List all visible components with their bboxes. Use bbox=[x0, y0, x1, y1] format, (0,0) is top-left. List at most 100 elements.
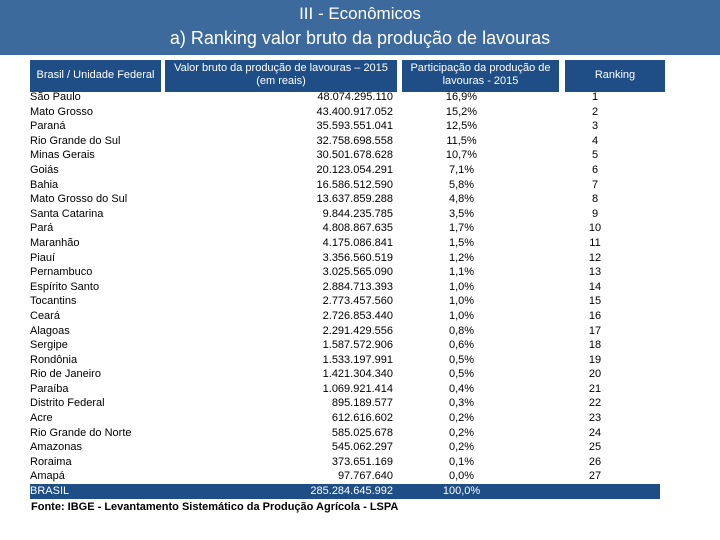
production-value: 1.069.921.414 bbox=[322, 382, 393, 395]
state-name: Rondônia bbox=[30, 353, 78, 366]
production-value: 4.175.086.841 bbox=[322, 236, 393, 249]
state-name: Espírito Santo bbox=[30, 280, 100, 293]
rank-number: 1 bbox=[591, 91, 599, 103]
rank-number: 6 bbox=[591, 163, 599, 176]
state-name: Rio Grande do Norte bbox=[30, 426, 132, 439]
table-row: Ceará 2.726.853.440 1,0% 16 bbox=[30, 309, 660, 324]
production-share: 7,1% bbox=[448, 163, 475, 176]
table-row: São Paulo 48.074.295.110 16,9% 1 bbox=[30, 90, 660, 105]
production-share: 1,1% bbox=[448, 266, 475, 279]
table-row: Minas Gerais 30.501.678.628 10,7% 5 bbox=[30, 148, 660, 163]
rank-number: 16 bbox=[588, 309, 602, 322]
rank-number: 21 bbox=[588, 382, 602, 395]
state-name: Acre bbox=[30, 412, 53, 425]
state-name: Sergipe bbox=[30, 339, 68, 352]
production-share: 0,2% bbox=[448, 412, 475, 425]
table-row: Pernambuco 3.025.565.090 1,1% 13 bbox=[30, 265, 660, 280]
rank-number: 14 bbox=[588, 280, 602, 293]
table-row: Pará 4.808.867.635 1,7% 10 bbox=[30, 221, 660, 236]
table-row: Santa Catarina 9.844.235.785 3,5% 9 bbox=[30, 207, 660, 222]
rank-number: 20 bbox=[588, 368, 602, 381]
state-name: São Paulo bbox=[30, 91, 81, 103]
state-name: Paraná bbox=[30, 120, 66, 133]
production-share: 4,8% bbox=[448, 193, 475, 206]
table-row: Paraná 35.593.551.041 12,5% 3 bbox=[30, 119, 660, 134]
rank-number: 9 bbox=[591, 207, 599, 220]
section-title: III - Econômicos bbox=[299, 4, 421, 23]
table-row: Amazonas 545.062.297 0,2% 25 bbox=[30, 440, 660, 455]
production-value: 20.123.054.291 bbox=[316, 163, 393, 176]
production-share: 0,3% bbox=[448, 397, 475, 410]
slide-subtitle: a) Ranking valor bruto da produção de la… bbox=[169, 28, 551, 48]
production-value: 373.651.169 bbox=[331, 455, 393, 468]
rank-number: 3 bbox=[591, 120, 599, 133]
header-share-line2: lavouras - 2015 bbox=[442, 75, 519, 87]
state-name: Bahia bbox=[30, 178, 59, 191]
table-row: Mato Grosso do Sul 13.637.859.288 4,8% 8 bbox=[30, 192, 660, 207]
production-share: 0,1% bbox=[448, 455, 475, 468]
production-share: 0,8% bbox=[448, 324, 475, 337]
production-share: 1,0% bbox=[448, 309, 475, 322]
table-row: Rio Grande do Norte 585.025.678 0,2% 24 bbox=[30, 426, 660, 441]
rank-number: 17 bbox=[588, 324, 602, 337]
production-value: 2.884.713.393 bbox=[322, 280, 393, 293]
total-value: 285.284.645.992 bbox=[210, 484, 393, 499]
production-share: 0,6% bbox=[448, 339, 475, 352]
production-value: 9.844.235.785 bbox=[322, 207, 393, 220]
total-share: 100,0% bbox=[393, 484, 530, 499]
state-name: Paraíba bbox=[30, 382, 69, 395]
production-share: 1,7% bbox=[448, 222, 475, 235]
production-share: 10,7% bbox=[445, 149, 478, 162]
header-share-cell: Participação da produção de lavouras - 2… bbox=[402, 60, 559, 92]
ranking-table: São Paulo 48.074.295.110 16,9% 1 Mato Grosso… bbox=[30, 90, 660, 499]
header-value-line1: Valor bruto da produção de lavouras – 20… bbox=[174, 62, 388, 74]
header-value-line2: (em reais) bbox=[256, 75, 306, 87]
state-name: Mato Grosso bbox=[30, 105, 93, 118]
production-share: 12,5% bbox=[445, 120, 478, 133]
state-name: Maranhão bbox=[30, 236, 80, 249]
table-row: Paraíba 1.069.921.414 0,4% 21 bbox=[30, 382, 660, 397]
rank-number: 15 bbox=[588, 295, 602, 308]
production-value: 48.074.295.110 bbox=[317, 91, 393, 103]
table-row: Rio Grande do Sul 32.758.698.558 11,5% 4 bbox=[30, 134, 660, 149]
total-row: BRASIL 285.284.645.992 100,0% bbox=[30, 484, 660, 499]
production-share: 0,5% bbox=[448, 353, 475, 366]
state-name: Goiás bbox=[30, 163, 59, 176]
table-row: Mato Grosso 43.400.917.052 15,2% 2 bbox=[30, 105, 660, 120]
production-share: 1,0% bbox=[448, 295, 475, 308]
header-state-label: Brasil / Unidade Federal bbox=[36, 69, 155, 81]
rank-number: 18 bbox=[588, 339, 602, 352]
rank-number: 10 bbox=[588, 222, 602, 235]
rank-number: 13 bbox=[588, 266, 602, 279]
rank-number: 11 bbox=[589, 236, 601, 249]
rank-number: 12 bbox=[588, 251, 602, 264]
rank-number: 24 bbox=[588, 426, 602, 439]
production-value: 612.616.602 bbox=[331, 412, 393, 425]
production-share: 16,9% bbox=[445, 91, 478, 103]
production-value: 35.593.551.041 bbox=[316, 120, 393, 133]
rank-number: 23 bbox=[588, 412, 602, 425]
ranking-table-body: São Paulo 48.074.295.110 16,9% 1 Mato Grosso… bbox=[30, 90, 660, 499]
production-share: 1,5% bbox=[448, 236, 475, 249]
production-value: 97.767.640 bbox=[337, 470, 393, 483]
title-banner: III - Econômicos a) Ranking valor bruto … bbox=[0, 0, 720, 55]
table-row: Rio de Janeiro 1.421.304.340 0,5% 20 bbox=[30, 367, 660, 382]
table-row: Espírito Santo 2.884.713.393 1,0% 14 bbox=[30, 280, 660, 295]
state-name: Amazonas bbox=[30, 441, 82, 454]
state-name: Rio de Janeiro bbox=[30, 368, 101, 381]
production-value: 3.356.560.519 bbox=[322, 251, 393, 264]
state-name: Tocantins bbox=[30, 295, 77, 308]
state-name: Roraima bbox=[30, 455, 72, 468]
header-state-cell: Brasil / Unidade Federal bbox=[30, 60, 161, 92]
state-name: Pará bbox=[30, 222, 54, 235]
rank-number: 26 bbox=[588, 455, 602, 468]
state-name: Santa Catarina bbox=[30, 207, 104, 220]
table-row: Maranhão 4.175.086.841 1,5% 11 bbox=[30, 236, 660, 251]
production-value: 32.758.698.558 bbox=[316, 134, 393, 147]
rank-number: 22 bbox=[588, 397, 602, 410]
state-name: Piauí bbox=[30, 251, 56, 264]
rank-number: 2 bbox=[591, 105, 599, 118]
rank-number: 4 bbox=[591, 134, 599, 147]
rank-number: 19 bbox=[588, 353, 602, 366]
production-value: 4.808.867.635 bbox=[322, 222, 393, 235]
